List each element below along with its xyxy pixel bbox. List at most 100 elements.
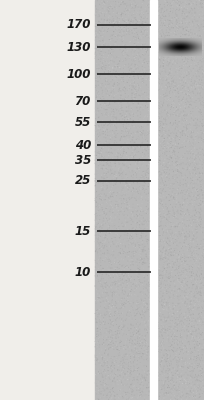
Point bbox=[134, 125, 138, 131]
Point bbox=[201, 308, 204, 314]
Point bbox=[184, 100, 187, 107]
Point bbox=[160, 175, 163, 181]
Point bbox=[156, 369, 159, 375]
Point bbox=[103, 6, 106, 12]
Point bbox=[194, 235, 197, 242]
Point bbox=[139, 108, 142, 114]
Point bbox=[103, 223, 106, 230]
Point bbox=[201, 377, 204, 384]
Point bbox=[190, 358, 193, 364]
Point bbox=[184, 192, 188, 198]
Point bbox=[146, 220, 149, 226]
Point bbox=[131, 28, 134, 35]
Point bbox=[181, 188, 184, 194]
Point bbox=[145, 345, 149, 351]
Point bbox=[161, 96, 165, 103]
Point bbox=[118, 161, 121, 168]
Point bbox=[183, 258, 186, 264]
Point bbox=[108, 60, 111, 66]
Point bbox=[161, 127, 164, 133]
Point bbox=[157, 342, 160, 348]
Point bbox=[102, 176, 105, 182]
Point bbox=[184, 0, 187, 5]
Point bbox=[196, 396, 199, 400]
Point bbox=[138, 224, 141, 230]
Point bbox=[181, 360, 184, 366]
Point bbox=[190, 4, 194, 10]
Point bbox=[111, 372, 114, 378]
Point bbox=[198, 1, 201, 7]
Point bbox=[133, 313, 136, 319]
Point bbox=[196, 192, 199, 199]
Point bbox=[157, 69, 160, 76]
Point bbox=[162, 148, 165, 154]
Point bbox=[109, 240, 113, 246]
Point bbox=[180, 387, 183, 394]
Point bbox=[113, 392, 116, 399]
Point bbox=[139, 93, 142, 99]
Point bbox=[186, 68, 189, 74]
Point bbox=[162, 264, 165, 270]
Point bbox=[159, 17, 162, 24]
Point bbox=[193, 197, 196, 204]
Point bbox=[123, 278, 126, 285]
Point bbox=[183, 164, 186, 170]
Point bbox=[156, 232, 160, 238]
Point bbox=[101, 276, 104, 282]
Point bbox=[145, 144, 148, 150]
Point bbox=[116, 387, 120, 393]
Point bbox=[121, 364, 124, 370]
Point bbox=[132, 281, 135, 287]
Point bbox=[113, 381, 116, 387]
Point bbox=[139, 142, 142, 149]
Point bbox=[138, 143, 141, 149]
Point bbox=[177, 37, 181, 44]
Point bbox=[108, 336, 111, 342]
Point bbox=[190, 368, 193, 374]
Point bbox=[129, 353, 132, 360]
Point bbox=[104, 299, 108, 305]
Point bbox=[168, 284, 172, 290]
Point bbox=[107, 397, 111, 400]
Point bbox=[189, 371, 193, 377]
Point bbox=[181, 227, 185, 233]
Point bbox=[196, 116, 199, 122]
Point bbox=[103, 69, 106, 75]
Point bbox=[156, 272, 159, 279]
Point bbox=[102, 0, 105, 7]
Point bbox=[194, 41, 198, 48]
Point bbox=[104, 234, 107, 241]
Point bbox=[193, 366, 196, 372]
Point bbox=[175, 337, 178, 343]
Point bbox=[199, 82, 202, 88]
Point bbox=[166, 104, 170, 110]
Point bbox=[181, 300, 184, 306]
Point bbox=[167, 82, 171, 88]
Point bbox=[183, 140, 186, 146]
Point bbox=[147, 161, 150, 168]
Point bbox=[96, 221, 99, 227]
Point bbox=[188, 315, 192, 322]
Point bbox=[165, 48, 168, 54]
Point bbox=[96, 212, 99, 219]
Point bbox=[201, 94, 204, 101]
Point bbox=[118, 226, 121, 232]
Point bbox=[169, 337, 172, 344]
Point bbox=[156, 266, 160, 273]
Point bbox=[142, 156, 145, 163]
Point bbox=[118, 387, 121, 394]
Point bbox=[185, 148, 189, 154]
Point bbox=[156, 307, 160, 313]
Point bbox=[180, 97, 183, 104]
Point bbox=[187, 306, 190, 312]
Point bbox=[142, 178, 145, 184]
Point bbox=[169, 72, 173, 79]
Point bbox=[122, 124, 125, 130]
Point bbox=[111, 64, 114, 71]
Point bbox=[130, 27, 133, 34]
Point bbox=[192, 338, 195, 344]
Point bbox=[145, 308, 148, 314]
Point bbox=[185, 94, 188, 100]
Point bbox=[106, 30, 110, 37]
Point bbox=[118, 332, 121, 339]
